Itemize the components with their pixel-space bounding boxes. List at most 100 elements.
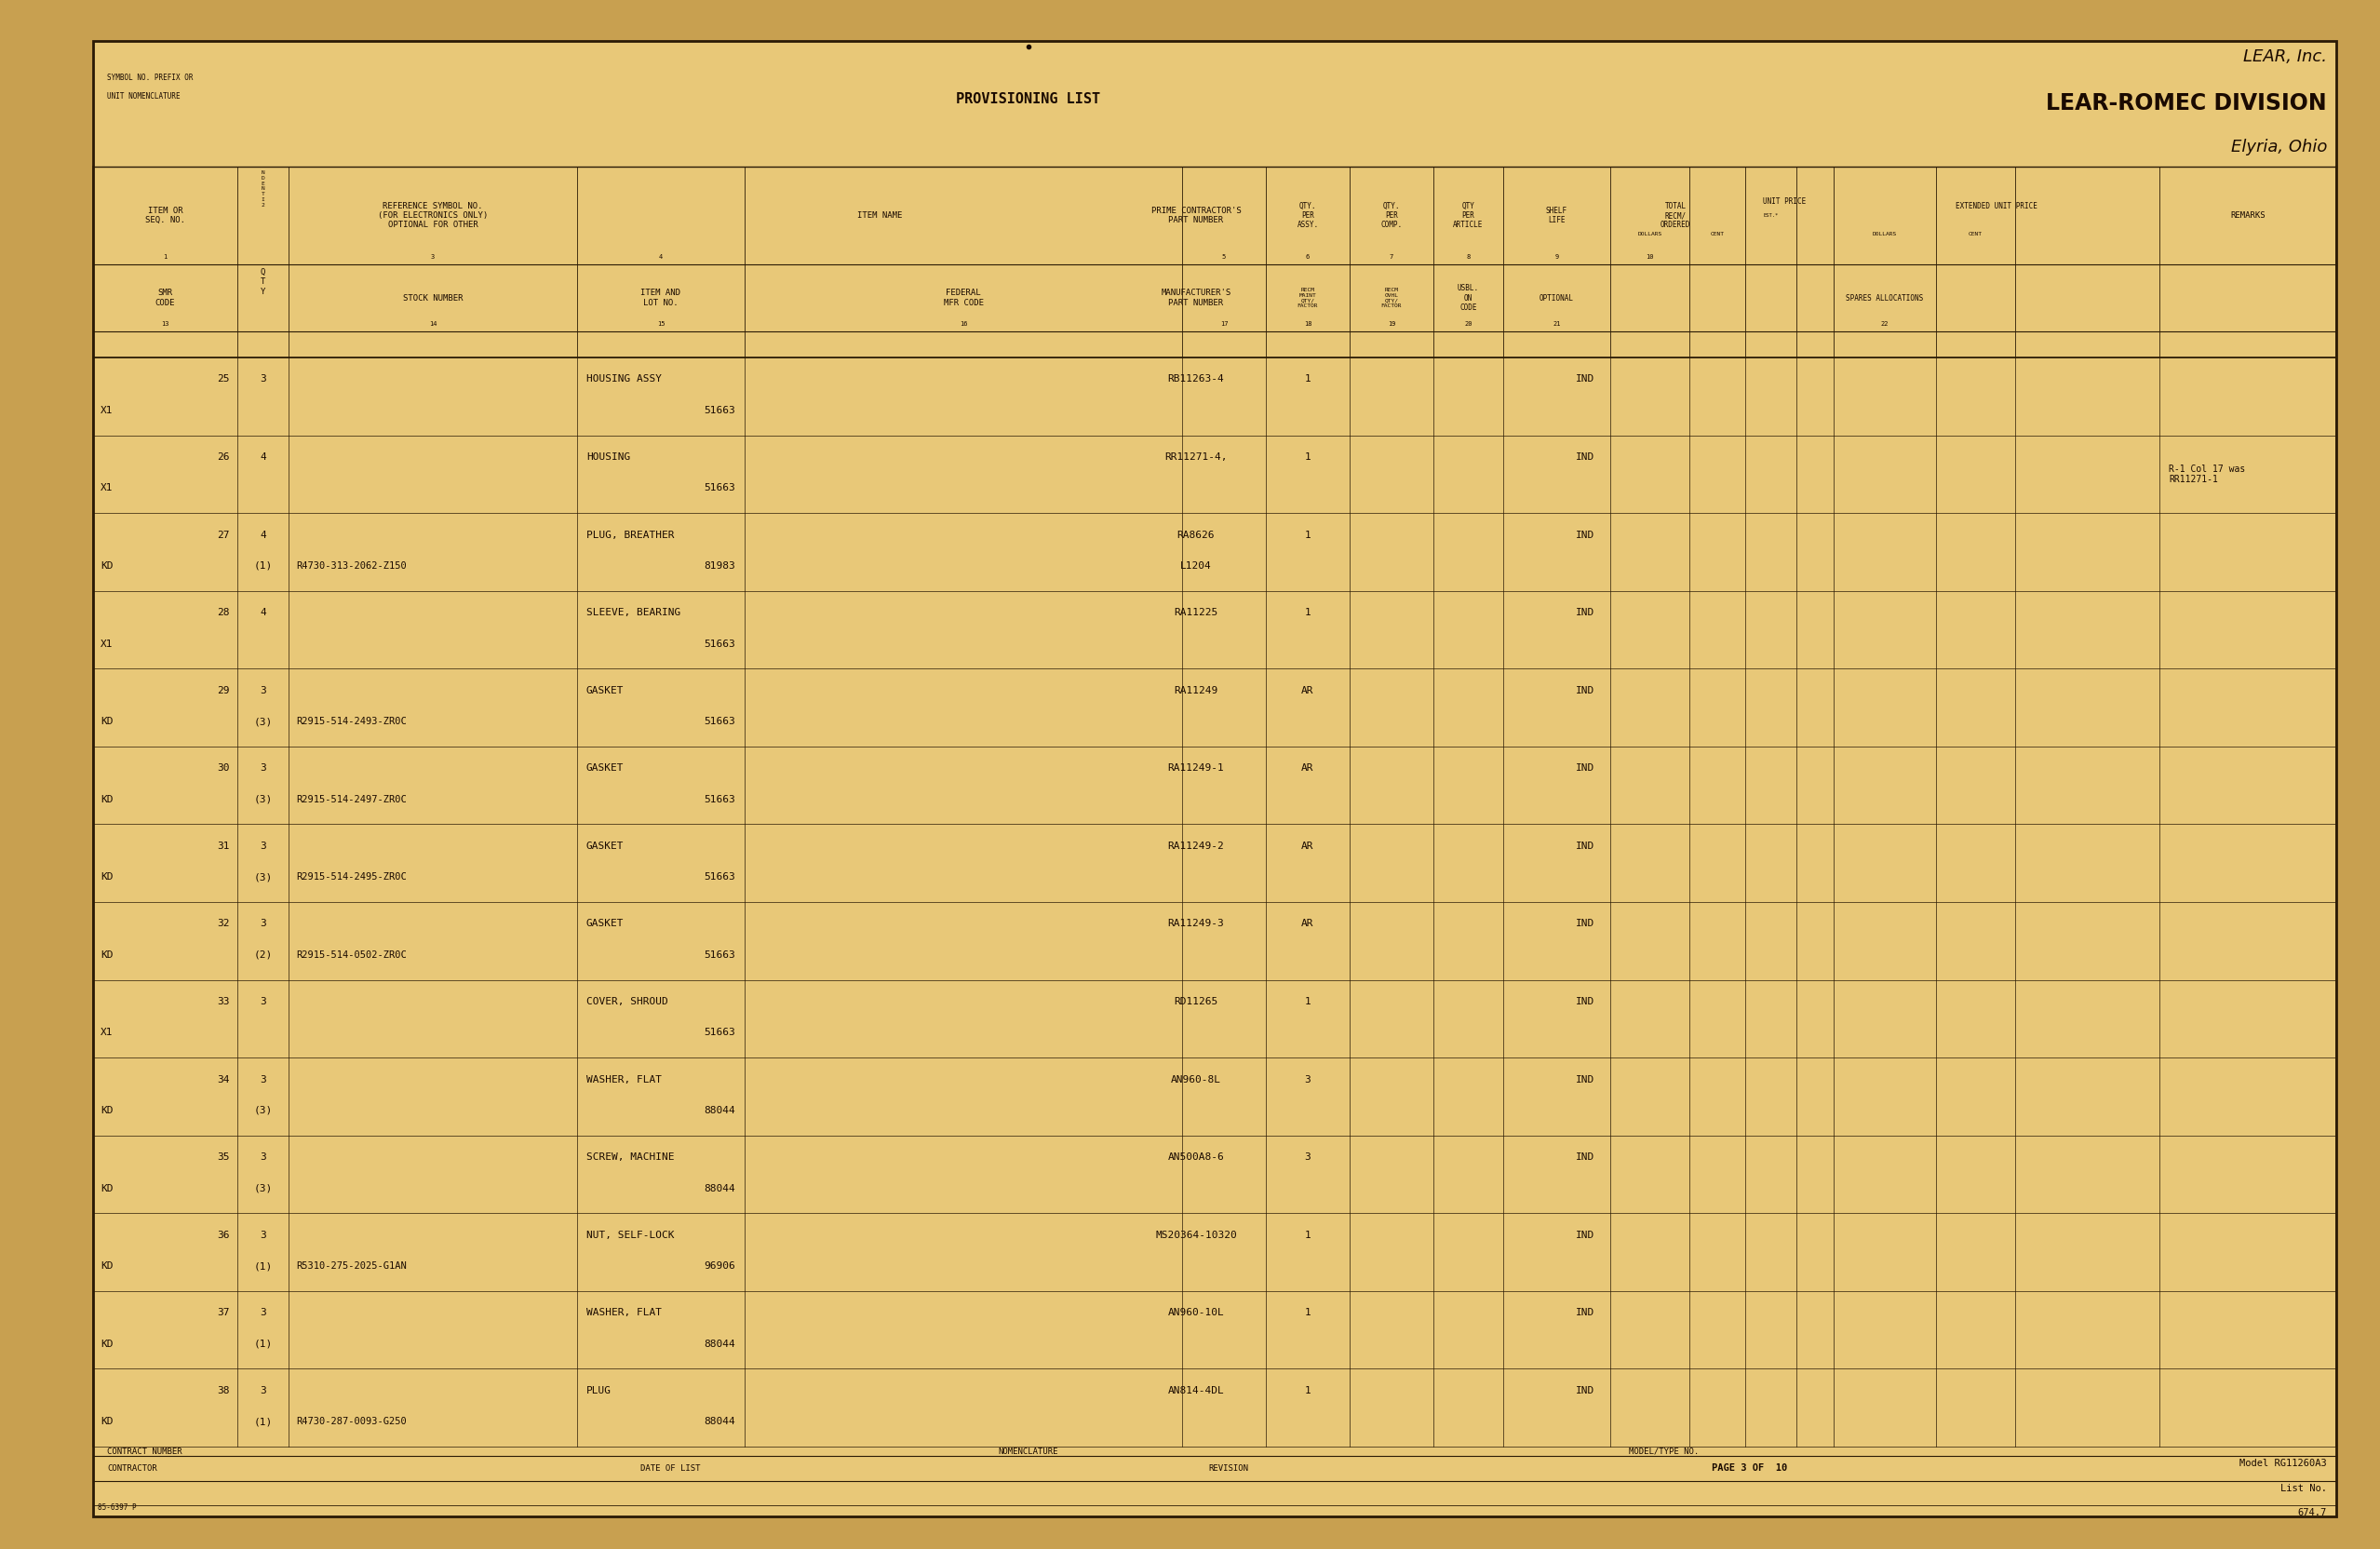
Text: FEDERAL
MFR CODE: FEDERAL MFR CODE [942,288,983,307]
Text: UNIT NOMENCLATURE: UNIT NOMENCLATURE [107,91,181,101]
Text: KD: KD [100,950,114,959]
Text: 22: 22 [1880,321,1890,327]
Text: CENT: CENT [1711,232,1723,237]
Text: 28: 28 [217,607,231,618]
Text: SCREW, MACHINE: SCREW, MACHINE [585,1152,674,1162]
Text: IND: IND [1576,764,1595,773]
Text: TOTAL
RECM/
ORDERED: TOTAL RECM/ ORDERED [1661,201,1690,229]
Text: KD: KD [100,561,114,570]
Text: 3: 3 [259,998,267,1007]
Text: (2): (2) [255,950,271,959]
Text: RECM
MAINT
QTY/
FACTOR: RECM MAINT QTY/ FACTOR [1297,288,1319,308]
Text: 88044: 88044 [704,1417,735,1427]
Text: 7: 7 [1390,254,1395,260]
Text: PLUG: PLUG [585,1386,612,1396]
Text: AR: AR [1302,919,1314,928]
Text: 3: 3 [259,841,267,850]
Text: 21: 21 [1552,321,1561,327]
Text: LEAR-ROMEC DIVISION: LEAR-ROMEC DIVISION [2047,91,2328,115]
Text: AN814-4DL: AN814-4DL [1169,1386,1223,1396]
Text: CENT: CENT [1968,232,1983,237]
Text: HOUSING ASSY: HOUSING ASSY [585,375,662,384]
Text: RA8626: RA8626 [1178,530,1214,539]
Text: QTY
PER
ARTICLE: QTY PER ARTICLE [1454,201,1483,229]
Text: IND: IND [1576,452,1595,462]
Text: AN500A8-6: AN500A8-6 [1169,1152,1223,1162]
Text: IND: IND [1576,998,1595,1007]
Text: IND: IND [1576,607,1595,618]
Text: WASHER, FLAT: WASHER, FLAT [585,1309,662,1318]
Text: 674.7: 674.7 [2297,1509,2328,1518]
Text: IND: IND [1576,919,1595,928]
Text: 3: 3 [259,764,267,773]
Text: GASKET: GASKET [585,764,624,773]
Text: X1: X1 [100,640,114,649]
Text: NOMENCLATURE: NOMENCLATURE [1000,1447,1059,1456]
Text: 4: 4 [259,530,267,539]
Text: REVISION: REVISION [1209,1464,1250,1473]
Text: 51663: 51663 [704,950,735,959]
Text: IND: IND [1576,686,1595,696]
Text: 9: 9 [1554,254,1559,260]
Text: 51663: 51663 [704,872,735,881]
Text: 8: 8 [1466,254,1471,260]
Text: R4730-287-0093-G250: R4730-287-0093-G250 [295,1417,407,1427]
Text: 88044: 88044 [704,1183,735,1193]
Text: AR: AR [1302,764,1314,773]
Text: KD: KD [100,872,114,881]
Text: 51663: 51663 [704,795,735,804]
Text: STOCK NUMBER: STOCK NUMBER [402,294,462,302]
Text: 1: 1 [1304,1386,1311,1396]
Text: IND: IND [1576,1152,1595,1162]
Text: 18: 18 [1304,321,1311,327]
Text: 25: 25 [217,375,231,384]
Text: UNIT PRICE: UNIT PRICE [1764,197,1806,206]
Text: 3: 3 [431,254,436,260]
Text: PROVISIONING LIST: PROVISIONING LIST [957,91,1100,107]
Text: IND: IND [1576,1386,1595,1396]
Text: (3): (3) [255,1183,271,1193]
Text: 3: 3 [259,1386,267,1396]
Text: 1: 1 [1304,530,1311,539]
Text: 1: 1 [1304,1309,1311,1318]
Text: SPARES ALLOCATIONS: SPARES ALLOCATIONS [1847,294,1923,302]
Text: 4: 4 [259,607,267,618]
Text: R5310-275-2025-G1AN: R5310-275-2025-G1AN [295,1261,407,1270]
Text: USBL.
ON
CODE: USBL. ON CODE [1457,283,1478,311]
Text: RR11271-4,: RR11271-4, [1164,452,1228,462]
Text: RB11263-4: RB11263-4 [1169,375,1223,384]
Text: GASKET: GASKET [585,841,624,850]
Text: AN960-10L: AN960-10L [1169,1309,1223,1318]
Text: AR: AR [1302,841,1314,850]
Text: 16: 16 [959,321,966,327]
Text: 6: 6 [1307,254,1309,260]
Text: RA11249-1: RA11249-1 [1169,764,1223,773]
Text: KD: KD [100,1261,114,1270]
Text: REFERENCE SYMBOL NO.
(FOR ELECTRONICS ONLY)
OPTIONAL FOR OTHER: REFERENCE SYMBOL NO. (FOR ELECTRONICS ON… [378,201,488,229]
Text: DATE OF LIST: DATE OF LIST [640,1464,700,1473]
Text: 96906: 96906 [704,1261,735,1270]
Text: (3): (3) [255,717,271,726]
Text: PAGE 3 OF  10: PAGE 3 OF 10 [1711,1464,1787,1473]
Text: 51663: 51663 [704,640,735,649]
Text: 37: 37 [217,1309,231,1318]
Text: LEAR, Inc.: LEAR, Inc. [2244,48,2328,65]
Text: X1: X1 [100,1029,114,1038]
Text: 51663: 51663 [704,1029,735,1038]
Text: MANUFACTURER'S
PART NUMBER: MANUFACTURER'S PART NUMBER [1161,288,1230,307]
Text: 14: 14 [428,321,438,327]
Text: 17: 17 [1221,321,1228,327]
Text: KD: KD [100,1106,114,1115]
Text: SHELF
LIFE: SHELF LIFE [1547,206,1568,225]
Text: R4730-313-2062-Z150: R4730-313-2062-Z150 [295,561,407,570]
Text: WASHER, FLAT: WASHER, FLAT [585,1075,662,1084]
Text: 1: 1 [164,254,167,260]
Text: 33: 33 [217,998,231,1007]
Text: R2915-514-2497-ZR0C: R2915-514-2497-ZR0C [295,795,407,804]
Text: 1: 1 [1304,452,1311,462]
Text: 51663: 51663 [704,717,735,726]
Text: ITEM OR
SEQ. NO.: ITEM OR SEQ. NO. [145,206,186,225]
Text: 85-6397 P: 85-6397 P [98,1504,136,1512]
Text: PRIME CONTRACTOR'S
PART NUMBER: PRIME CONTRACTOR'S PART NUMBER [1152,206,1240,225]
Text: Elyria, Ohio: Elyria, Ohio [2230,139,2328,155]
